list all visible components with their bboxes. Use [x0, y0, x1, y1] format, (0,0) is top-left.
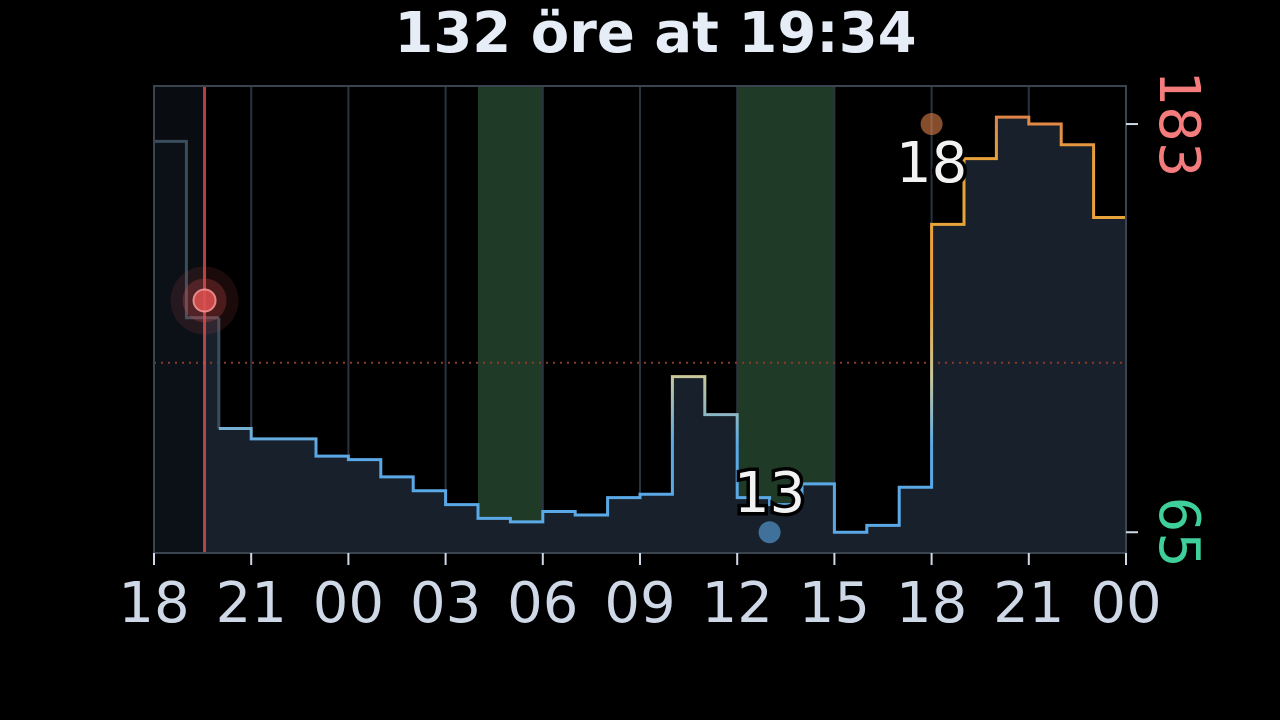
max-hour-annotation: 18 [896, 131, 967, 196]
x-tick-label: 12 [702, 571, 773, 636]
min-point [758, 521, 781, 544]
x-tick-label: 18 [118, 571, 189, 636]
now-point [192, 288, 217, 313]
min-hour-annotation: 13 [734, 461, 805, 526]
max-point [920, 113, 943, 136]
x-tick-label: 06 [507, 571, 578, 636]
x-tick-label: 09 [604, 571, 675, 636]
x-tick-label: 21 [216, 571, 287, 636]
x-tick-label: 00 [313, 571, 384, 636]
right-label-min: 65 [1146, 497, 1211, 568]
x-tick-label: 00 [1090, 571, 1161, 636]
chart-title: 132 öre at 19:34 [394, 1, 917, 66]
x-tick-label: 15 [799, 571, 870, 636]
x-tick-label: 03 [410, 571, 481, 636]
x-tick-label: 21 [993, 571, 1064, 636]
past-shade [154, 86, 205, 553]
price-line [218, 115, 1126, 534]
right-label-max: 183 [1146, 71, 1211, 178]
cheap-window-1 [737, 86, 835, 553]
price-line-past [154, 139, 219, 320]
x-tick-label: 18 [896, 571, 967, 636]
cheap-window-0 [478, 86, 543, 553]
